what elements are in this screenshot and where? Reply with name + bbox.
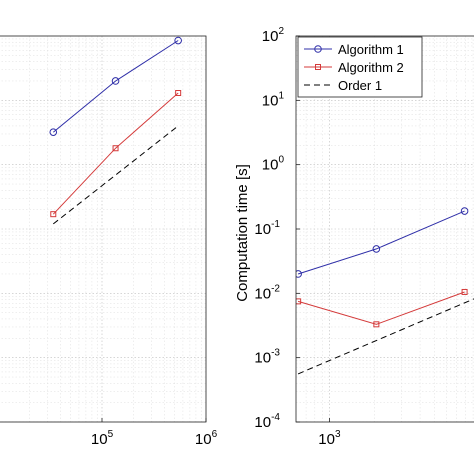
data-point-circle [372, 245, 381, 253]
legend-label: Algorithm 2 [338, 60, 404, 75]
data-point-square [373, 321, 380, 328]
left-plot-panel: 105 106 [0, 35, 218, 448]
series-line-algorithm-2 [52, 92, 179, 215]
data-point-square [175, 90, 182, 97]
right-plot-panel: 103 102 101 100 10-1 10-2 10-3 10-4 Computation … [234, 26, 474, 448]
y-tick-label: 102 [262, 26, 285, 45]
y-tick-label: 10-2 [254, 283, 280, 302]
x-tick-label: 103 [318, 429, 341, 448]
legend-label: Algorithm 1 [338, 42, 404, 57]
y-tick-label: 10-4 [254, 412, 280, 431]
legend: Algorithm 1 Algorithm 2 Order 1 [297, 36, 423, 98]
data-point-circle [174, 36, 182, 45]
y-axis-label: Computation time [s] [234, 164, 251, 302]
legend-label: Order 1 [338, 78, 382, 93]
series-line-order-1 [52, 125, 179, 225]
data-point-square [461, 288, 468, 295]
y-tick-label: 101 [262, 90, 285, 109]
series-line-algorithm-2 [297, 291, 465, 325]
y-tick-label: 100 [262, 155, 285, 174]
x-tick-label: 105 [91, 429, 114, 448]
data-point-square [112, 145, 119, 152]
data-point-circle [49, 128, 58, 136]
plot-area [0, 36, 206, 422]
y-tick-label: 10-1 [254, 219, 280, 238]
legend-marker-circle [314, 45, 322, 53]
series-line-order-1 [297, 298, 474, 375]
x-tick-label: 106 [195, 429, 218, 448]
y-tick-label: 10-3 [254, 348, 280, 367]
data-point-circle [111, 77, 120, 85]
data-point-square [296, 298, 302, 305]
series-line-algorithm-1 [52, 40, 179, 133]
legend-marker-square [315, 64, 321, 70]
series-line-algorithm-1 [297, 210, 465, 275]
data-point-square [50, 211, 57, 218]
data-point-circle [460, 207, 469, 215]
data-point-circle [296, 270, 302, 278]
